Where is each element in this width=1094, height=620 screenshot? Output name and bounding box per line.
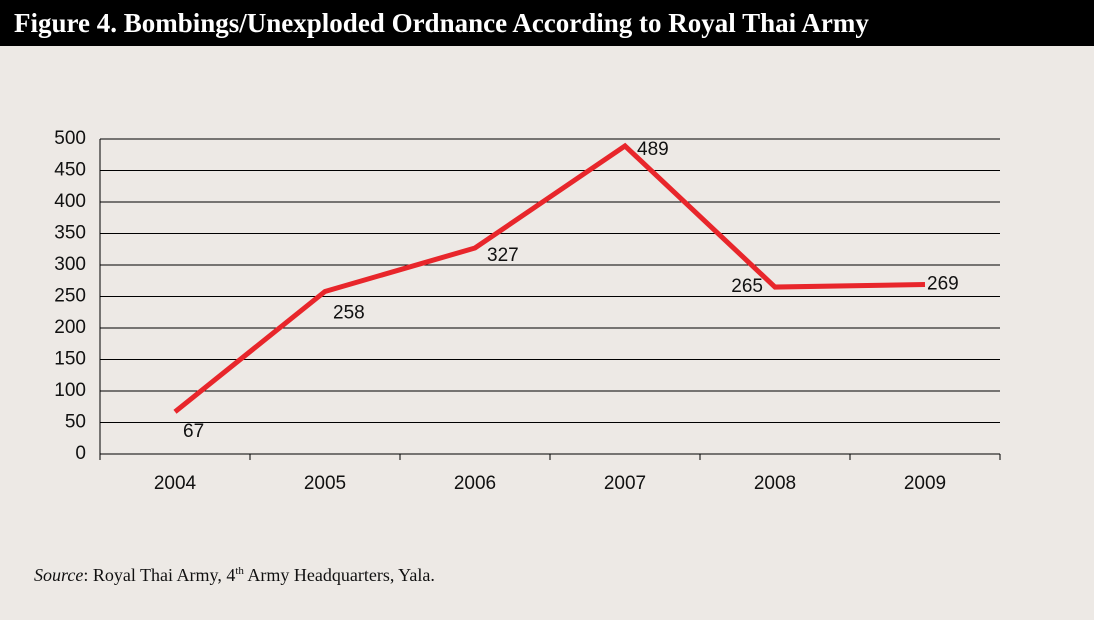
y-tick-label: 200 xyxy=(54,317,86,338)
y-tick-label: 350 xyxy=(54,223,86,244)
data-label: 489 xyxy=(637,139,669,160)
data-label: 327 xyxy=(487,245,519,266)
data-label: 67 xyxy=(183,421,204,442)
y-tick-label: 0 xyxy=(75,443,86,464)
data-label: 265 xyxy=(731,276,763,297)
y-tick-label: 400 xyxy=(54,191,86,212)
y-tick-label: 150 xyxy=(54,349,86,370)
chart-title: Figure 4. Bombings/Unexploded Ordnance A… xyxy=(0,0,1094,46)
x-tick-label: 2009 xyxy=(904,473,946,494)
source-text: Army Headquarters, Yala. xyxy=(243,565,435,585)
x-tick-label: 2005 xyxy=(304,473,346,494)
data-label: 258 xyxy=(333,302,365,323)
x-tick-label: 2006 xyxy=(454,473,496,494)
y-tick-label: 450 xyxy=(54,160,86,181)
y-tick-label: 300 xyxy=(54,254,86,275)
data-label: 269 xyxy=(927,274,959,295)
source-text: : Royal Thai Army, 4 xyxy=(83,565,236,585)
x-tick-label: 2008 xyxy=(754,473,796,494)
y-tick-label: 50 xyxy=(65,412,86,433)
y-tick-label: 100 xyxy=(54,380,86,401)
y-tick-label: 500 xyxy=(54,128,86,149)
x-tick-label: 2004 xyxy=(154,473,197,494)
source-superscript: th xyxy=(235,565,244,577)
x-tick-label: 2007 xyxy=(604,473,646,494)
source-note: Source: Royal Thai Army, 4th Army Headqu… xyxy=(34,565,435,586)
source-label: Source xyxy=(34,565,84,585)
chart: 0 50 100 150 200 250 300 350 400 450 500 2004 2005 20… xyxy=(54,128,1001,494)
y-tick-label: 250 xyxy=(54,286,86,307)
data-line xyxy=(173,142,926,414)
